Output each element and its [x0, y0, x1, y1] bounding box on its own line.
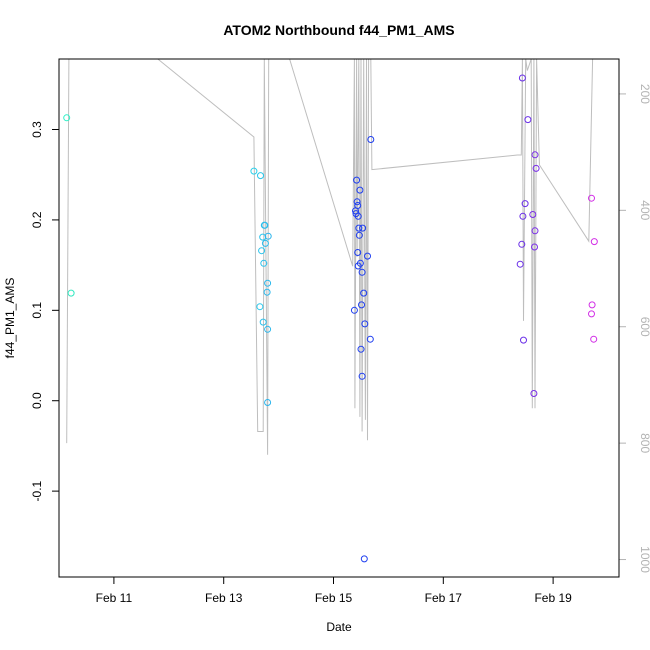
y-tick-label: 0.2	[30, 211, 44, 228]
data-point	[518, 240, 526, 248]
data-point	[519, 212, 527, 220]
y-tick-label: 0.1	[30, 302, 44, 319]
data-point	[356, 259, 364, 267]
x-tick-label: Feb 13	[205, 591, 243, 605]
altitude-line-layer	[66, 58, 595, 455]
x-tick-label: Feb 11	[96, 591, 133, 605]
data-point	[261, 221, 269, 229]
y2-tick-label: 600	[638, 317, 650, 337]
data-point	[259, 318, 267, 326]
data-point	[258, 247, 266, 255]
data-point	[257, 172, 264, 180]
data-point	[588, 310, 595, 318]
data-point	[518, 74, 526, 82]
y2-tick-label: 200	[638, 84, 650, 104]
x-tick-label: Feb 15	[315, 591, 353, 605]
y2-tick-label: 800	[638, 433, 650, 453]
data-point	[360, 289, 368, 297]
data-point	[516, 260, 524, 268]
data-point	[588, 194, 595, 202]
data-point	[590, 335, 598, 343]
data-point	[355, 224, 363, 232]
data-point	[358, 372, 366, 380]
data-point	[358, 268, 366, 276]
data-point	[361, 320, 369, 328]
data-point	[520, 336, 527, 344]
data-point	[531, 243, 538, 251]
data-point	[264, 279, 272, 287]
data-point	[590, 238, 598, 246]
data-point	[350, 306, 358, 314]
data-point	[356, 186, 364, 194]
data-point	[367, 136, 375, 143]
x-axis-label: Date	[326, 620, 352, 634]
data-point	[256, 303, 264, 311]
data-point	[531, 151, 539, 159]
data-point	[250, 167, 258, 175]
data-point	[530, 390, 538, 397]
data-point	[357, 345, 365, 353]
data-point	[264, 325, 272, 333]
data-point	[360, 555, 368, 563]
data-point	[263, 288, 271, 296]
data-point	[364, 252, 371, 260]
y-axis-label: f44_PM1_AMS	[3, 278, 17, 359]
x-tick-label: Feb 19	[534, 591, 572, 605]
data-point	[261, 239, 269, 247]
y2-tick-label: 400	[638, 200, 650, 220]
data-point	[588, 301, 596, 309]
data-point	[359, 224, 367, 232]
data-point	[260, 259, 268, 267]
data-point	[366, 335, 374, 343]
plot-frame	[58, 58, 620, 578]
data-points-layer	[63, 74, 598, 563]
data-point	[67, 289, 75, 297]
data-point	[264, 232, 272, 240]
data-point	[353, 176, 361, 184]
chart-title: ATOM2 Northbound f44_PM1_AMS	[223, 22, 454, 38]
data-point	[353, 198, 361, 206]
data-point	[521, 200, 529, 208]
y-tick-label: 0.0	[30, 392, 44, 409]
data-point	[354, 212, 362, 220]
x-tick-label: Feb 17	[425, 591, 463, 605]
data-point	[354, 249, 362, 256]
data-point	[354, 202, 362, 209]
y-tick-label: 0.3	[30, 121, 44, 138]
data-point	[529, 211, 537, 218]
data-point	[358, 301, 365, 309]
altitude-line	[66, 58, 595, 455]
data-point	[531, 227, 539, 235]
data-point	[264, 399, 272, 406]
y2-tick-label: 1000	[638, 546, 650, 573]
data-point	[63, 114, 71, 122]
y-tick-label: -0.1	[30, 480, 44, 501]
data-point	[532, 164, 540, 172]
data-point	[524, 116, 532, 124]
data-point	[355, 231, 363, 239]
